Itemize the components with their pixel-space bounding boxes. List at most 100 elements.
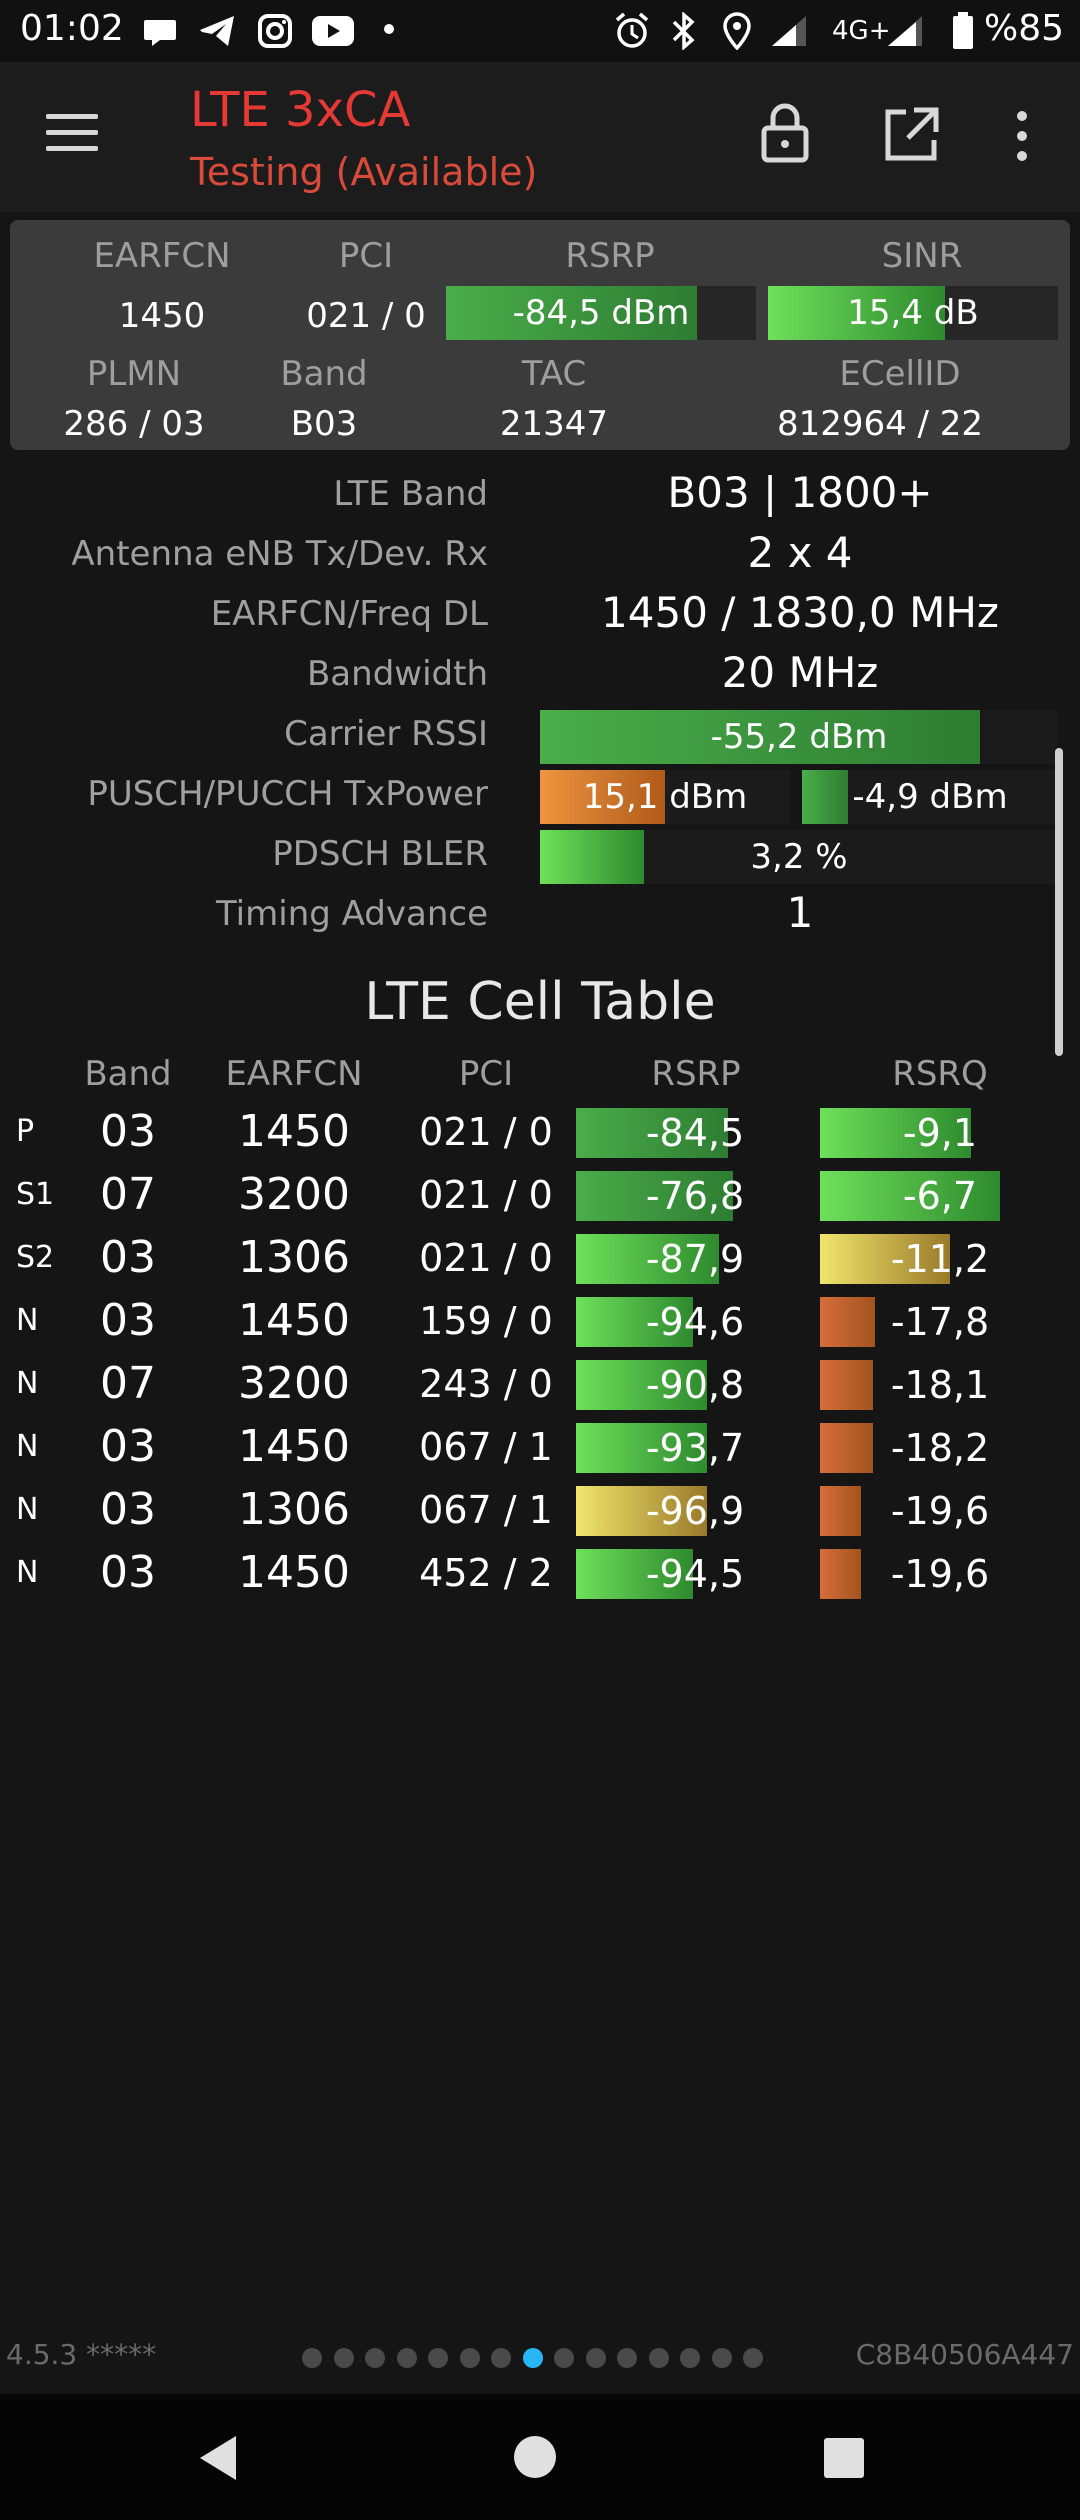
pucch-txpower-value: -4,9 dBm: [852, 777, 1008, 817]
earfcn-value: 1450: [118, 296, 206, 336]
location-icon: [723, 12, 751, 50]
table-row: S2 03 1306 021 / 0 -87,9 -11,2: [0, 1232, 1080, 1288]
lock-icon[interactable]: [760, 102, 810, 164]
sinr-label: SINR: [881, 236, 963, 276]
table-row: S1 07 3200 021 / 0 -76,8 -6,7: [0, 1169, 1080, 1225]
row-rsrq-meter-fill: [820, 1171, 1000, 1221]
page-dot[interactable]: [522, 2348, 543, 2368]
page-dot[interactable]: [428, 2348, 448, 2368]
row-rsrq-meter: -17,8: [820, 1297, 1060, 1347]
page-dot[interactable]: [554, 2348, 574, 2368]
home-icon[interactable]: [514, 2436, 556, 2478]
page-dot[interactable]: [617, 2348, 637, 2368]
row-rsrq-meter: -6,7: [820, 1171, 1060, 1221]
tac-label: TAC: [521, 354, 587, 394]
sinr-value: 15,4 dB: [847, 293, 979, 333]
row-band: 07: [100, 1358, 156, 1409]
row-rsrq: -18,2: [890, 1426, 990, 1470]
row-type: N: [16, 1303, 39, 1338]
row-earfcn: 3200: [238, 1169, 350, 1220]
pusch-txpower-meter: 15,1 dBm: [540, 770, 790, 824]
row-band: 03: [100, 1484, 156, 1535]
row-rsrp-meter-fill: [576, 1171, 734, 1221]
row-band: 03: [100, 1421, 156, 1472]
row-rsrq-meter: -19,6: [820, 1486, 1060, 1536]
more-options-icon[interactable]: [1010, 108, 1034, 164]
row-rsrq-meter-fill: [820, 1297, 876, 1347]
row-rsrq-meter-fill: [820, 1486, 861, 1536]
row-rsrq-meter: -9,1: [820, 1108, 1060, 1158]
row-type: S2: [16, 1240, 55, 1275]
row-earfcn: 1450: [238, 1295, 350, 1346]
device-id: C8B40506A447: [855, 2338, 1074, 2371]
page-dot[interactable]: [680, 2348, 700, 2368]
table-row: N 03 1450 067 / 1 -93,7 -18,2: [0, 1421, 1080, 1477]
page-dot[interactable]: [648, 2348, 669, 2368]
page-dot[interactable]: [333, 2348, 354, 2368]
row-rsrp: -94,5: [645, 1552, 745, 1596]
row-rsrp-meter: -93,7: [576, 1423, 814, 1473]
page-dot[interactable]: [459, 2348, 480, 2368]
col-header-band: Band: [84, 1054, 172, 1094]
menu-icon[interactable]: [46, 114, 98, 154]
earfcn-label: EARFCN: [93, 236, 231, 276]
status-time: 01:02: [20, 8, 124, 49]
app-title: LTE 3xCA: [190, 82, 411, 138]
table-row: N 07 3200 243 / 0 -90,8 -18,1: [0, 1358, 1080, 1414]
page-dot[interactable]: [585, 2348, 606, 2368]
bler-label: PDSCH BLER: [272, 834, 488, 874]
row-rsrq-meter: -18,1: [820, 1360, 1060, 1410]
col-header-earfcn: EARFCN: [225, 1054, 363, 1094]
row-rsrp: -93,7: [645, 1426, 745, 1470]
lte-band-value: B03 | 1800+: [667, 468, 933, 517]
row-rsrp: -96,9: [645, 1489, 745, 1533]
signal-icon-2: [888, 16, 922, 46]
signal-icon: [772, 16, 806, 46]
row-earfcn: 1306: [238, 1484, 350, 1535]
battery-level: %85: [984, 8, 1065, 49]
status-bar: 01:02 4G+ %85: [0, 0, 1080, 62]
row-rsrp-meter-fill: [576, 1423, 707, 1473]
carrier-rssi-meter-fill: [540, 710, 981, 764]
table-row: P 03 1450 021 / 0 -84,5 -9,1: [0, 1106, 1080, 1162]
page-dot[interactable]: [396, 2348, 417, 2368]
row-earfcn: 1306: [238, 1232, 350, 1283]
page-dot[interactable]: [365, 2348, 385, 2368]
page-dot[interactable]: [302, 2348, 322, 2368]
row-rsrp-meter: -84,5: [576, 1108, 814, 1158]
page-dot[interactable]: [491, 2348, 511, 2368]
row-rsrq-meter: -19,6: [820, 1549, 1060, 1599]
row-type: N: [16, 1366, 39, 1401]
row-rsrp: -90,8: [645, 1363, 745, 1407]
open-external-icon[interactable]: [884, 106, 940, 162]
plmn-value: 286 / 03: [63, 404, 205, 444]
row-earfcn: 1450: [238, 1547, 350, 1598]
alarm-icon: [615, 12, 649, 48]
row-rsrq: -9,1: [902, 1111, 978, 1155]
row-rsrq: -11,2: [890, 1237, 990, 1281]
scrollbar[interactable]: [1055, 748, 1063, 1056]
row-rsrp-meter: -76,8: [576, 1171, 814, 1221]
app-subtitle: Testing (Available): [190, 150, 538, 194]
row-type: N: [16, 1429, 39, 1464]
pucch-txpower-meter-fill: [802, 770, 849, 824]
back-icon[interactable]: [196, 2434, 240, 2482]
dot-icon: [384, 24, 394, 34]
network-type: 4G+: [832, 16, 891, 46]
row-pci: 021 / 0: [419, 1173, 553, 1217]
row-pci: 159 / 0: [419, 1299, 553, 1343]
chat-bubble-icon: [144, 20, 176, 46]
row-type: S1: [16, 1177, 55, 1212]
rsrp-value: -84,5 dBm: [512, 293, 690, 333]
page-dot[interactable]: [711, 2348, 732, 2368]
recents-icon[interactable]: [824, 2438, 864, 2478]
row-type: P: [16, 1114, 35, 1149]
bler-meter-fill: [540, 830, 644, 884]
cell-table-title: LTE Cell Table: [364, 972, 716, 1032]
page-indicator[interactable]: [302, 2348, 775, 2370]
row-rsrp-meter: -94,6: [576, 1297, 814, 1347]
carrier-rssi-value: -55,2 dBm: [710, 717, 888, 757]
page-dot[interactable]: [743, 2348, 763, 2368]
row-rsrp: -94,6: [645, 1300, 745, 1344]
bluetooth-icon: [672, 12, 695, 50]
